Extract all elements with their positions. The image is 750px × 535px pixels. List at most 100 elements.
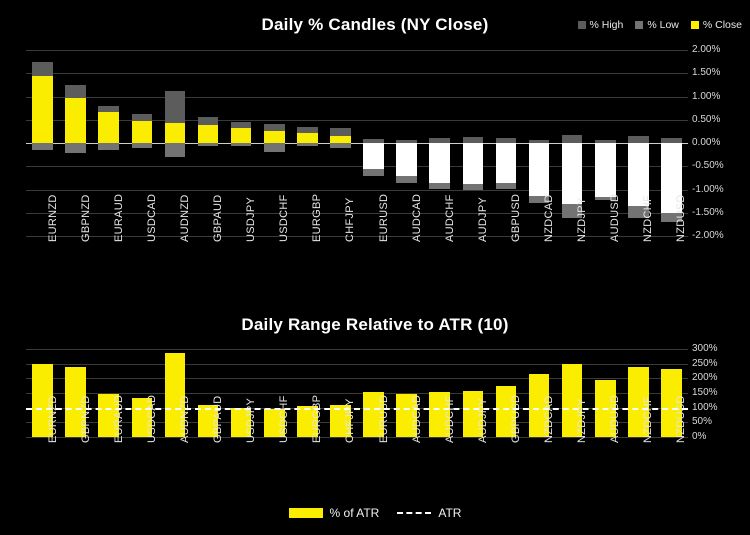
candle-eurusd xyxy=(363,50,384,236)
candle-gbpusd xyxy=(495,50,517,236)
candle-body xyxy=(661,143,682,213)
legend-item-close: % Close xyxy=(690,19,742,31)
candle-body xyxy=(396,143,417,177)
candle-body xyxy=(98,112,119,143)
bottom-xtick-nzdjpy: NZDJPY xyxy=(576,398,589,443)
atr-bar-eurnzd xyxy=(32,364,53,437)
bottom-ytick-label: 0% xyxy=(692,431,707,442)
candle-body xyxy=(32,76,53,143)
atr-bar-nzdcad xyxy=(528,373,550,437)
bottom-ytick-label: 150% xyxy=(692,387,718,398)
top-ytick-label: 1.50% xyxy=(692,67,721,79)
top-zero-line xyxy=(26,143,688,144)
bottom-xtick-nzdchf: NZDCHF xyxy=(642,395,655,443)
candle-low-wick xyxy=(164,143,186,157)
top-ytick-label: 0.50% xyxy=(692,113,721,125)
candle-body xyxy=(363,143,384,170)
candle-body xyxy=(330,136,351,143)
candle-gbpaud xyxy=(197,50,219,236)
candle-high-wick xyxy=(594,140,616,143)
bottom-gridline xyxy=(26,378,688,380)
candle-nzdusd xyxy=(661,50,682,236)
top-gridline xyxy=(26,119,688,121)
bottom-ytick-label: 100% xyxy=(692,401,718,413)
candle-low-wick xyxy=(297,143,318,146)
candle-low-wick xyxy=(263,143,285,153)
bottom-gridline xyxy=(26,422,688,424)
candle-nzdjpy xyxy=(561,50,583,236)
candle-eurgbp xyxy=(297,50,318,236)
bottom-xtick-nzdcad: NZDCAD xyxy=(543,395,556,443)
top-gridline xyxy=(26,96,688,98)
bottom-xtick-usdjpy: USDJPY xyxy=(245,397,258,443)
candle-low-wick xyxy=(131,143,153,148)
top-xtick-audjpy: AUDJPY xyxy=(476,196,489,242)
atr-bar-usdjpy xyxy=(230,408,252,437)
candle-low-wick xyxy=(330,143,351,148)
candle-body xyxy=(131,120,153,143)
candle-high-wick xyxy=(98,105,119,113)
top-ytick-label: 0.00% xyxy=(692,137,721,148)
top-ytick-label: -1.00% xyxy=(692,183,724,195)
candle-high-wick xyxy=(495,138,517,143)
candle-usdjpy xyxy=(230,50,252,236)
bottom-xtick-gbpusd: GBPUSD xyxy=(509,394,522,443)
candle-low-wick xyxy=(98,143,119,151)
candle-low-wick xyxy=(594,196,616,200)
candle-body xyxy=(528,143,550,196)
legend-swatch-icon xyxy=(635,21,644,29)
top-xtick-usdchf: USDCHF xyxy=(278,194,291,242)
bottom-ytick-label: 50% xyxy=(692,416,713,428)
bottom-xtick-audnzd: AUDNZD xyxy=(178,395,191,443)
legend-swatch-icon xyxy=(690,21,699,29)
atr-bar-eurusd xyxy=(363,392,384,437)
top-xtick-gbpusd: GBPUSD xyxy=(509,193,522,242)
candle-gbpnzd xyxy=(65,50,86,236)
atr-bar-eurgbp xyxy=(297,405,318,437)
bottom-xtick-audjpy: AUDJPY xyxy=(476,397,489,443)
candle-high-wick xyxy=(628,135,649,143)
candle-eurnzd xyxy=(32,50,53,236)
candle-low-wick xyxy=(197,143,219,146)
top-xtick-nzdcad: NZDCAD xyxy=(543,194,556,242)
atr-reference-line xyxy=(26,407,688,410)
candle-low-wick xyxy=(628,206,649,219)
atr-bar-audjpy xyxy=(462,390,484,437)
candle-low-wick xyxy=(528,196,550,203)
candle-chfjpy xyxy=(330,50,351,236)
candle-high-wick xyxy=(131,114,153,121)
top-xtick-eurnzd: EURNZD xyxy=(46,194,59,242)
bottom-xtick-audcad: AUDCAD xyxy=(410,394,423,443)
bottom-gridline xyxy=(26,349,688,350)
candle-low-wick xyxy=(32,143,53,150)
candle-high-wick xyxy=(197,117,219,126)
legend-label: % Low xyxy=(647,19,679,31)
atr-bar-chfjpy xyxy=(330,404,351,437)
legend-label: % of ATR xyxy=(329,506,380,520)
candle-low-wick xyxy=(561,204,583,219)
top-ytick-label: 1.00% xyxy=(692,90,721,102)
top-gridline xyxy=(26,73,688,75)
top-gridline xyxy=(26,212,688,214)
atr-bar-gbpaud xyxy=(197,404,219,437)
candle-nzdchf xyxy=(628,50,649,236)
atr-bar-gbpusd xyxy=(495,385,517,437)
legend-label: % High xyxy=(589,19,624,31)
bottom-xtick-euraud: EURAUD xyxy=(112,394,125,443)
candle-high-wick xyxy=(429,138,450,143)
top-xtick-gbpnzd: GBPNZD xyxy=(79,194,92,242)
bottom-ytick-label: 300% xyxy=(692,343,718,354)
candle-high-wick xyxy=(462,137,484,143)
top-xtick-usdjpy: USDJPY xyxy=(245,196,258,242)
legend-dashed-line-icon xyxy=(397,512,432,514)
candle-high-wick xyxy=(330,127,351,137)
bottom-chart-title: Daily Range Relative to ATR (10) xyxy=(241,315,509,334)
bottom-xtick-audchf: AUDCHF xyxy=(443,395,456,443)
atr-bar-euraud xyxy=(98,393,119,437)
top-gridline xyxy=(26,236,688,237)
atr-bar-nzdusd xyxy=(661,368,682,437)
candle-low-wick xyxy=(495,182,517,190)
bottom-xtick-eurnzd: EURNZD xyxy=(46,395,59,443)
candle-low-wick xyxy=(429,182,450,190)
candle-high-wick xyxy=(32,61,53,77)
